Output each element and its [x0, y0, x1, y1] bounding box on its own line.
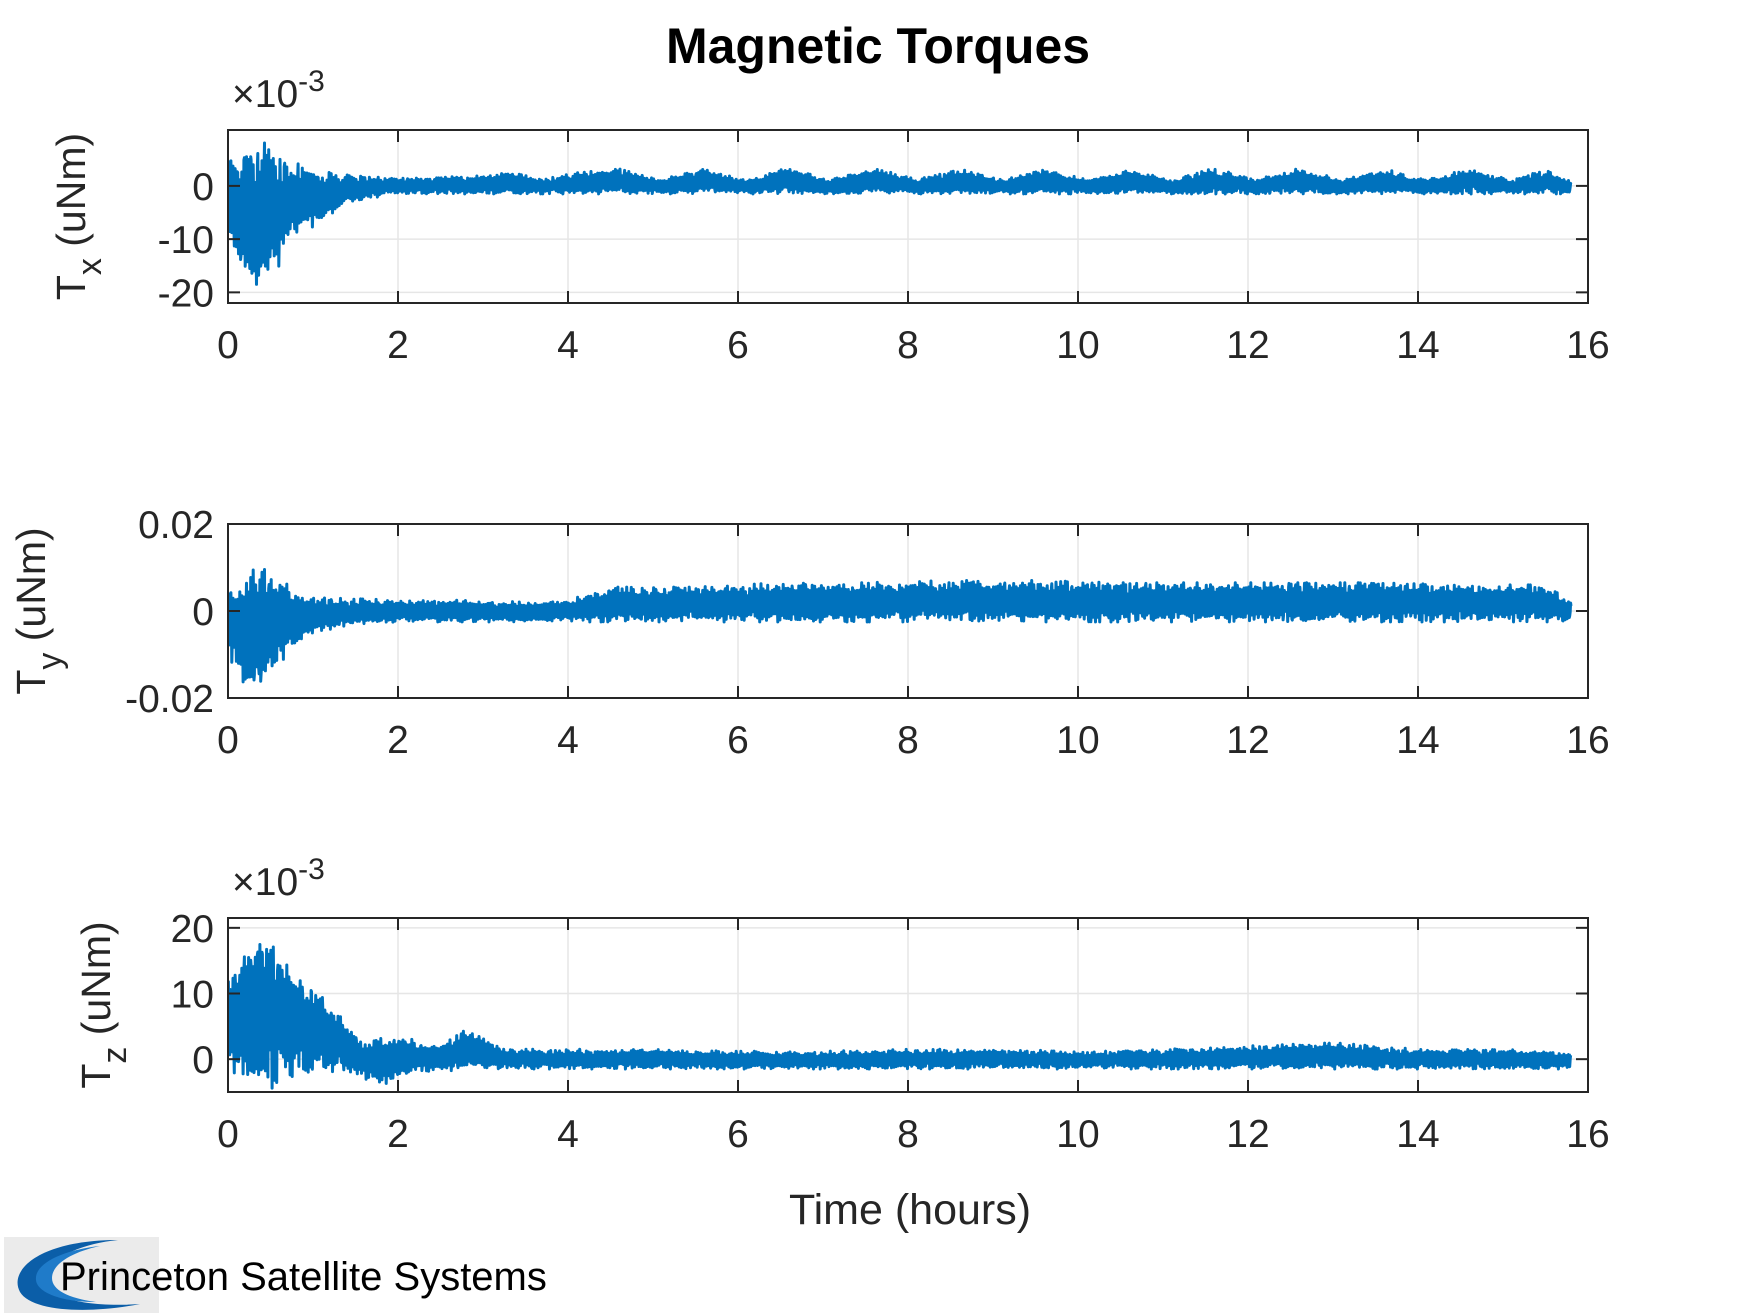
x-tick-label: 4	[557, 324, 579, 367]
x-tick-label: 4	[557, 719, 579, 762]
x-tick-label: 16	[1566, 1113, 1609, 1156]
swoosh-logo-inner-icon	[35, 1246, 100, 1302]
tz-subplot: 0 2 4 6 8 10 12 14 16 0 10 20 ×10-3 Tz (uNm)	[73, 853, 1610, 1156]
x-tick-label: 0	[217, 1113, 239, 1156]
x-tick-label: 16	[1566, 719, 1609, 762]
x-tick-label: 16	[1566, 324, 1609, 367]
x-tick-label: 10	[1056, 324, 1099, 367]
y-axis-label: Ty (uNm)	[8, 527, 69, 694]
y-tick-label: 0	[192, 1039, 214, 1082]
x-tick-label: 10	[1056, 719, 1099, 762]
y-axis-multiplier: ×10-3	[232, 65, 325, 116]
x-tick-label: 6	[727, 324, 749, 367]
y-tick-label: 20	[171, 908, 214, 951]
tx-series-line	[228, 141, 1573, 286]
x-tick-label: 14	[1396, 719, 1439, 762]
x-tick-label: 8	[897, 324, 919, 367]
x-tick-label: 12	[1226, 1113, 1269, 1156]
x-tick-label: 12	[1226, 719, 1269, 762]
x-tick-label: 6	[727, 1113, 749, 1156]
y-tick-label: 10	[171, 974, 214, 1017]
x-tick-label: 0	[217, 719, 239, 762]
y-axis-multiplier: ×10-3	[232, 853, 325, 904]
tz-series-line	[228, 943, 1573, 1090]
y-axis-label: Tz (uNm)	[73, 921, 134, 1088]
x-tick-label: 4	[557, 1113, 579, 1156]
brand-name: Princeton Satellite Systems	[60, 1255, 547, 1299]
x-tick-label: 14	[1396, 1113, 1439, 1156]
y-tick-label: 0	[192, 591, 214, 634]
y-tick-label: -0.02	[125, 678, 214, 721]
tx-subplot: 0 2 4 6 8 10 12 14 16 -20 -10 0 ×10-3 Tx (uNm)	[48, 65, 1610, 367]
x-tick-label: 2	[387, 719, 409, 762]
x-axis-label: Time (hours)	[789, 1186, 1031, 1234]
x-tick-label: 14	[1396, 324, 1439, 367]
x-tick-label: 0	[217, 324, 239, 367]
y-tick-label: -20	[158, 272, 214, 315]
y-tick-label: 0.02	[138, 504, 214, 547]
x-tick-label: 10	[1056, 1113, 1099, 1156]
brand-logo: Princeton Satellite Systems	[4, 1237, 547, 1313]
y-tick-label: -10	[158, 219, 214, 262]
x-tick-label: 12	[1226, 324, 1269, 367]
x-tick-label: 2	[387, 324, 409, 367]
y-tick-label: 0	[192, 166, 214, 209]
y-axis-label: Tx (uNm)	[48, 133, 109, 300]
x-tick-label: 2	[387, 1113, 409, 1156]
x-tick-label: 6	[727, 719, 749, 762]
x-tick-label: 8	[897, 1113, 919, 1156]
ty-series-line	[228, 568, 1573, 684]
x-tick-label: 8	[897, 719, 919, 762]
figure-title: Magnetic Torques	[666, 18, 1090, 74]
